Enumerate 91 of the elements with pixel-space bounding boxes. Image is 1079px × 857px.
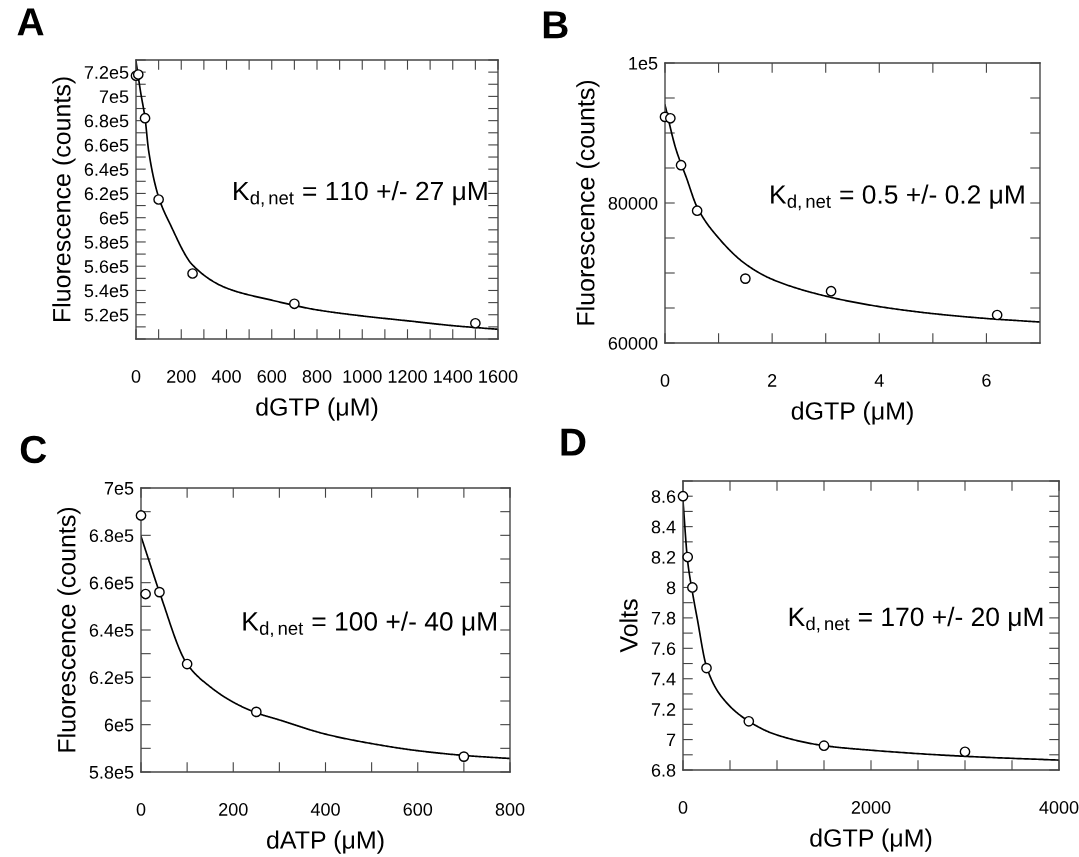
point	[682, 551, 694, 563]
point	[991, 309, 1003, 321]
x-axis-title: dGTP (μM)	[810, 828, 932, 852]
x-tick-label: 400	[211, 370, 241, 383]
point	[743, 715, 755, 727]
y-tick-label: 5.4e5	[84, 284, 129, 298]
y-tick-label: 8.2	[651, 550, 676, 564]
x-axis-title: dGTP (μM)	[256, 397, 378, 421]
y-axis-title: Fluorescence (counts)	[57, 507, 81, 752]
y-tick-label: 60000	[608, 336, 658, 350]
y-axis-title: Fluorescence (counts)	[576, 80, 600, 325]
annotation: K$_{d,net}$ = 0.5 +/- 0.2 μM	[771, 184, 1024, 211]
point	[135, 510, 147, 521]
annotation: K$_{d,net}$ = 100 +/- 40 μM	[243, 611, 496, 638]
chart-title: D	[561, 428, 586, 456]
x-tick-label: 0	[131, 370, 141, 383]
y-tick-label: 6.2e5	[84, 187, 129, 201]
y-tick-label: 7.4	[651, 672, 676, 686]
point	[740, 273, 751, 284]
x-tick-label: 400	[310, 803, 340, 816]
y-axis-title: Volts	[619, 599, 638, 653]
y-tick-label: 7.8	[651, 611, 676, 625]
y-tick-label: 8.4	[651, 520, 676, 534]
y-tick-label: 6.6e5	[89, 576, 134, 590]
y-tick-label: 7.2e5	[84, 66, 129, 79]
x-tick-label: 2000	[851, 801, 891, 814]
y-tick-label: 6.8e5	[84, 114, 129, 128]
y-tick-label: 7e5	[99, 90, 129, 104]
x-tick-label: 0	[136, 803, 146, 816]
annotation: K$_{d,net}$ = 170 +/- 20 μM	[789, 606, 1043, 633]
point	[675, 159, 687, 171]
x-tick-label: 200	[219, 803, 248, 816]
y-tick-label: 6.6e5	[84, 138, 129, 152]
x-tick-label: 4000	[1039, 801, 1079, 814]
point	[825, 285, 837, 297]
point	[691, 205, 703, 217]
point	[701, 662, 712, 674]
y-tick-label: 5.8e5	[89, 765, 134, 779]
point	[153, 194, 164, 205]
x-axis-title: dATP (μM)	[267, 830, 384, 854]
point	[250, 706, 262, 718]
x-tick-label: 1000	[343, 370, 382, 383]
y-tick-label: 6e5	[99, 211, 129, 225]
x-tick-label: 0	[660, 374, 670, 387]
x-tick-label: 1200	[388, 370, 427, 383]
x-tick-label: 600	[257, 370, 287, 383]
y-axis-title: Fluorescence (counts)	[52, 77, 76, 322]
chart-title: B	[543, 11, 568, 39]
chart-title: A	[17, 8, 44, 36]
y-tick-label: 5.8e5	[84, 235, 129, 249]
x-tick-label: 6	[982, 374, 991, 387]
annotation: K$_{d,net}$ = 110 +/- 27 μM	[234, 180, 487, 207]
point	[665, 112, 676, 124]
point	[181, 658, 193, 670]
point	[140, 588, 151, 600]
y-tick-label: 8	[666, 581, 676, 595]
x-tick-label: 4	[874, 374, 884, 387]
point	[154, 586, 165, 598]
point	[289, 298, 300, 310]
point	[818, 740, 830, 752]
y-tick-label: 6.4e5	[84, 163, 129, 176]
point	[187, 268, 198, 279]
y-tick-label: 1e5	[629, 57, 658, 70]
x-tick-label: 0	[678, 801, 688, 814]
point	[470, 317, 481, 329]
x-tick-label: 600	[403, 803, 433, 816]
point	[687, 582, 698, 593]
x-axis-title: dGTP (μM)	[791, 401, 913, 425]
y-tick-label: 6e5	[104, 718, 134, 732]
chart-title: C	[20, 435, 47, 464]
x-tick-label: 800	[302, 370, 332, 383]
x-tick-label: 1400	[434, 370, 473, 383]
y-tick-label: 7.6	[651, 642, 676, 656]
y-tick-label: 6.8	[651, 763, 676, 777]
y-tick-label: 5.6e5	[84, 260, 129, 273]
y-tick-label: 5.2e5	[84, 308, 129, 322]
point	[677, 490, 689, 502]
point	[458, 751, 470, 762]
x-tick-label: 200	[167, 370, 196, 383]
x-tick-label: 1600	[479, 370, 518, 383]
y-tick-label: 7e5	[104, 482, 134, 495]
y-tick-label: 6.8e5	[89, 529, 134, 543]
y-tick-label: 8.6	[651, 490, 676, 503]
y-tick-label: 6.4e5	[89, 623, 134, 637]
x-tick-label: 2	[768, 374, 777, 387]
y-tick-label: 80000	[608, 196, 658, 210]
x-tick-label: 800	[495, 803, 525, 816]
y-tick-label: 6.2e5	[89, 671, 134, 685]
y-tick-label: 7	[666, 733, 676, 747]
y-tick-label: 7.2	[651, 703, 676, 716]
point	[139, 112, 151, 124]
